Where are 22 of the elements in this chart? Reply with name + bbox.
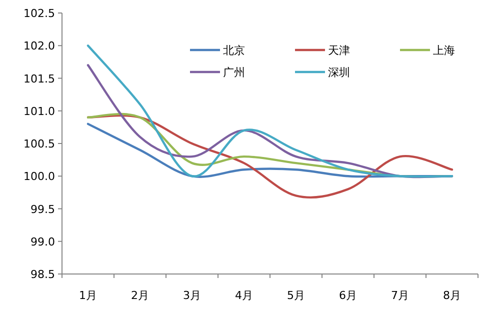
legend-label: 深圳 xyxy=(328,66,350,79)
x-tick-label: 3月 xyxy=(183,289,201,302)
y-tick-label: 102.5 xyxy=(24,7,55,20)
x-tick-label: 4月 xyxy=(235,289,253,302)
y-tick-label: 99.5 xyxy=(30,202,55,216)
x-tick-label: 1月 xyxy=(79,289,97,302)
y-tick-label: 100.0 xyxy=(24,170,55,184)
legend-label: 上海 xyxy=(433,44,455,57)
x-tick-label: 6月 xyxy=(339,289,357,302)
legend-label: 广州 xyxy=(223,66,245,79)
y-tick-label: 99.0 xyxy=(30,235,55,248)
y-tick-label: 100.5 xyxy=(24,138,55,150)
y-tick-label: 101.0 xyxy=(24,104,55,118)
y-tick-label: 98.5 xyxy=(30,268,55,281)
x-tick-label: 2月 xyxy=(131,289,149,302)
y-tick-label: 102.0 xyxy=(24,40,55,53)
x-tick-label: 5月 xyxy=(287,289,305,302)
y-tick-label: 101.5 xyxy=(24,72,55,86)
x-tick-label: 8月 xyxy=(443,289,461,302)
x-tick-label: 7月 xyxy=(391,289,409,302)
legend-label: 天津 xyxy=(328,44,350,57)
legend-label: 北京 xyxy=(223,44,245,57)
